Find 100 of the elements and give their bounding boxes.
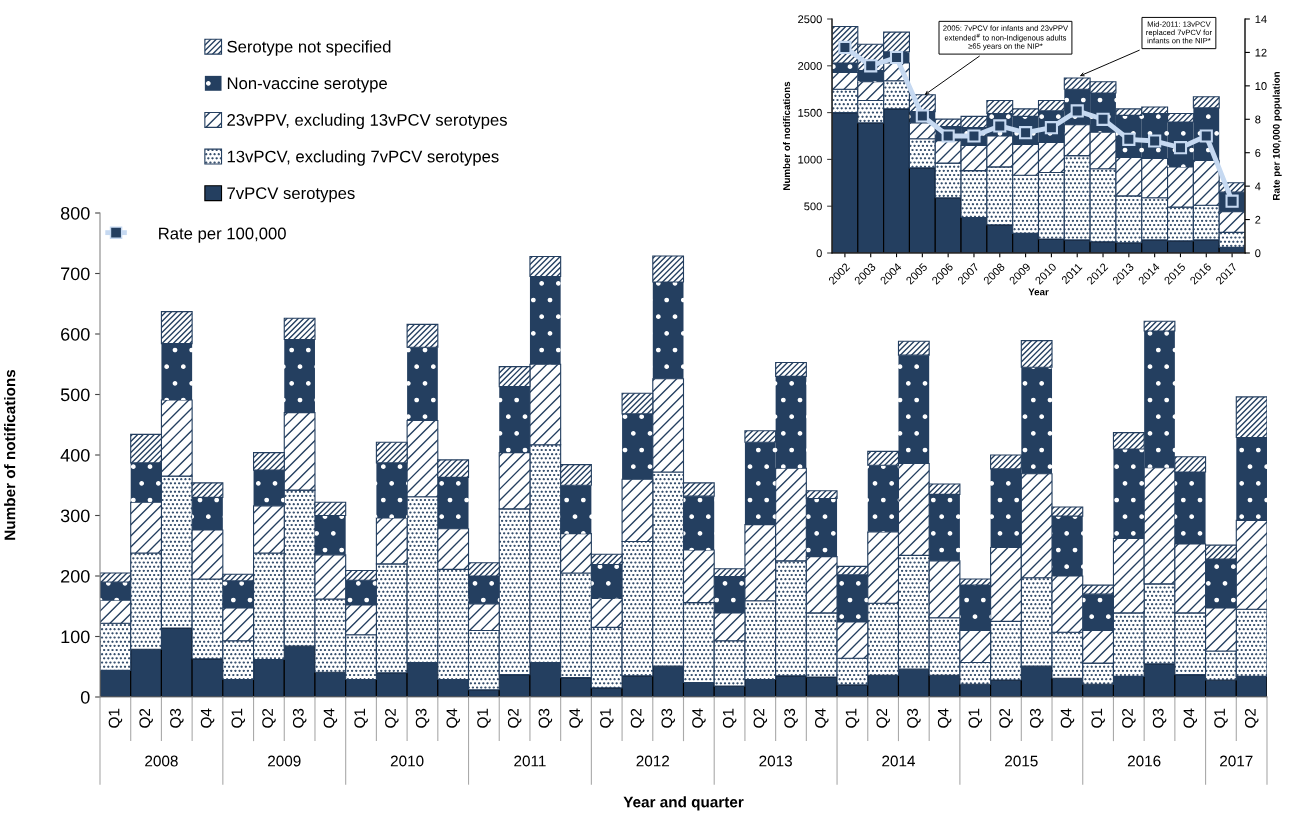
- bar: [959, 585, 991, 631]
- bar: [437, 477, 469, 529]
- x-tick-label: Q2: [1244, 708, 1259, 728]
- bar: [1235, 396, 1267, 439]
- text: 2016: [1127, 755, 1161, 767]
- x-tick-label: Q3: [1152, 708, 1167, 728]
- y2-tick-label: 10: [1255, 82, 1267, 90]
- y-tick-label: 700: [61, 267, 90, 281]
- text: 2012: [636, 755, 670, 767]
- y-tick-label: 300: [60, 509, 90, 523]
- y-tick-label: 2000: [798, 62, 822, 70]
- bar: [898, 355, 930, 464]
- y-axis-title: Number of notifications: [4, 369, 16, 540]
- bar: [1112, 432, 1145, 450]
- x-tick-label: Q4: [446, 708, 461, 728]
- bar: [160, 311, 193, 345]
- bar: [1020, 340, 1053, 368]
- bar: [652, 255, 685, 283]
- x-tick-label: Q2: [139, 708, 153, 728]
- bar: [929, 494, 960, 561]
- legend-label: 13vPCV, excluding 7vPCV serotypes: [227, 150, 499, 166]
- x-tick-label: Q3: [907, 708, 921, 728]
- text: 2017: [1220, 755, 1253, 767]
- y2-tick-label: 0: [1255, 249, 1261, 258]
- x-tick-label: Q2: [262, 708, 276, 728]
- bar: [100, 582, 131, 601]
- bar: [529, 256, 562, 278]
- bar: [837, 574, 868, 622]
- bar: [1113, 448, 1145, 539]
- x-tick-label: Q2: [630, 708, 645, 728]
- bar: [1052, 516, 1083, 576]
- bar: [1021, 367, 1053, 474]
- y-tick-label: 500: [804, 202, 822, 211]
- point: [864, 59, 878, 73]
- x-tick-label: Q2: [1122, 708, 1136, 728]
- bar: [591, 564, 623, 599]
- bar: [407, 347, 438, 421]
- bar: [529, 276, 561, 365]
- y-tick-label: 200: [61, 569, 90, 583]
- bar: [1192, 96, 1220, 109]
- y2-tick-label: 2: [1255, 215, 1261, 224]
- bar: [376, 462, 408, 518]
- bar: [622, 413, 653, 480]
- bar: [857, 70, 884, 82]
- y-tick-label: 500: [60, 388, 90, 402]
- legend-label: Rate per 100,000: [159, 227, 286, 243]
- x-tick-label: Q3: [415, 708, 430, 728]
- x-tick-label: Q1: [354, 708, 368, 728]
- x-tick-label: Q3: [170, 708, 184, 728]
- bar: [990, 454, 1022, 470]
- bar: [499, 386, 530, 453]
- text: 2009: [268, 755, 301, 767]
- x-tick-label: Q1: [231, 708, 246, 728]
- bar: [744, 442, 776, 525]
- bar: [1144, 330, 1175, 468]
- bar: [714, 576, 745, 613]
- y-tick-label: 0: [80, 690, 90, 704]
- text: 2010: [390, 755, 424, 767]
- bar: [775, 376, 807, 469]
- text: 2008: [145, 755, 178, 767]
- text: 2014: [882, 755, 916, 767]
- x-tick-label: Q4: [692, 708, 706, 728]
- bar: [345, 580, 377, 606]
- x-tick-label: Q1: [477, 708, 491, 728]
- x-tick-label: Q1: [968, 708, 983, 728]
- legend-label: Non-vaccine serotype: [227, 76, 387, 93]
- bar: [683, 496, 715, 550]
- bar: [652, 281, 684, 379]
- bar: [406, 323, 439, 348]
- x-tick-label: Q2: [507, 708, 522, 728]
- point: [915, 109, 929, 123]
- x-axis-title: Year and quarter: [623, 796, 744, 811]
- legend-label: 23vPPV, excluding 13vPCV serotypes: [227, 113, 507, 130]
- bar: [314, 515, 346, 555]
- y-tick-label: 800: [60, 206, 90, 220]
- x-tick-label: Q1: [845, 708, 860, 728]
- text: 2015: [1005, 755, 1038, 767]
- y-tick-label: 1500: [798, 108, 822, 117]
- x-tick-label: Q2: [385, 708, 399, 728]
- bar: [1082, 594, 1114, 631]
- bar: [283, 317, 316, 341]
- x-tick-label: Q1: [1214, 708, 1228, 728]
- y-tick-label: 400: [60, 448, 90, 462]
- bar: [1236, 437, 1267, 521]
- x-tick-label: Q4: [200, 708, 215, 728]
- bar: [806, 498, 838, 557]
- x-tick-label: Q4: [323, 708, 338, 728]
- bar: [897, 340, 930, 356]
- y-tick-label: 0: [816, 249, 822, 258]
- bar: [253, 470, 285, 506]
- y2-tick-label: 8: [1255, 115, 1261, 124]
- text: 2011: [514, 755, 546, 767]
- bar: [990, 468, 1022, 548]
- y-tick-label: 600: [61, 327, 90, 341]
- x-tick-label: Q2: [999, 708, 1013, 728]
- y-axis-title: Number of notifications: [782, 81, 791, 190]
- bar: [560, 485, 592, 534]
- bar: [468, 576, 500, 604]
- bar: [775, 361, 807, 377]
- y-tick-label: 1000: [798, 155, 822, 164]
